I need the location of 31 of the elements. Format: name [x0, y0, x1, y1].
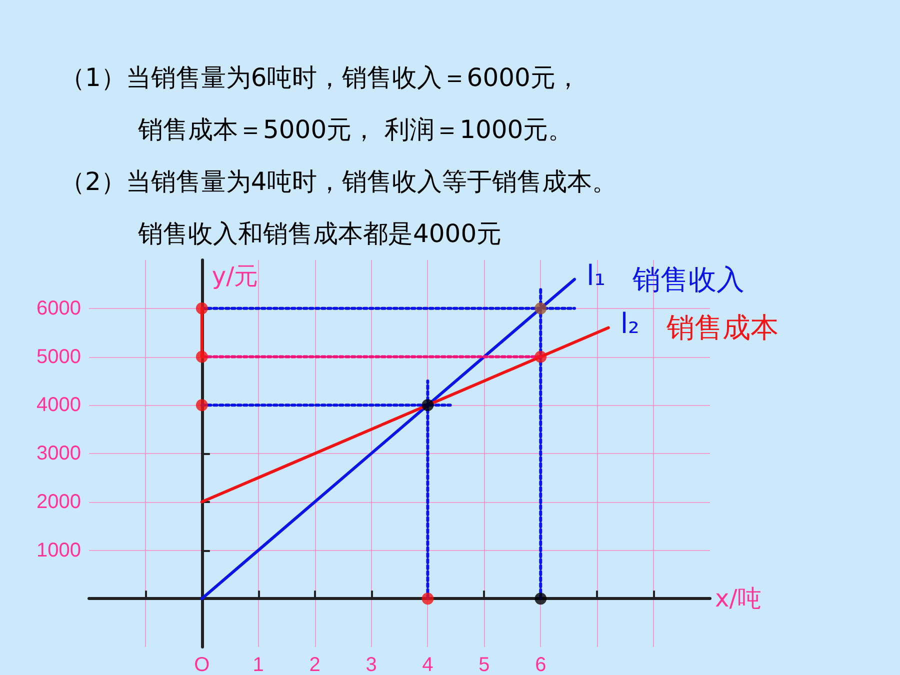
y-tick-label: 1000	[36, 539, 81, 562]
point	[196, 399, 208, 412]
point	[422, 399, 434, 412]
point	[534, 350, 547, 363]
text: （2）当销售量为4吨时，销售收入等于销售成本。	[60, 166, 617, 198]
x-axis-title: x/吨	[715, 584, 762, 613]
x-tick-label: O	[194, 654, 210, 675]
annotation: l₁	[586, 258, 606, 292]
x-tick-label: 1	[252, 654, 264, 675]
point	[196, 302, 208, 314]
y-tick-label: 6000	[36, 297, 81, 320]
x-tick-label: 5	[478, 654, 490, 675]
y-tick-label: 2000	[36, 490, 81, 513]
y-tick-label: 5000	[36, 346, 81, 368]
x-tick-label: 2	[309, 654, 320, 675]
x-tick-label: 4	[422, 654, 434, 675]
point	[534, 592, 547, 605]
point	[534, 302, 547, 314]
x-tick-label: 6	[535, 654, 546, 675]
point	[196, 350, 208, 363]
annotation: l₂	[620, 307, 640, 340]
y-tick-label: 4000	[36, 394, 81, 416]
point	[422, 592, 434, 605]
text: 销售成本	[665, 311, 778, 344]
y-tick-label: 3000	[36, 442, 81, 464]
x-tick-label: 3	[366, 654, 377, 675]
text: 销售成本＝5000元， 利润＝1000元。	[137, 114, 574, 146]
text: 销售收入	[632, 262, 745, 296]
text: （1）当销售量为6吨时，销售收入＝6000元，	[60, 62, 582, 94]
y-axis-title: y/元	[212, 262, 258, 290]
text: 销售收入和销售成本都是4000元	[137, 218, 503, 250]
